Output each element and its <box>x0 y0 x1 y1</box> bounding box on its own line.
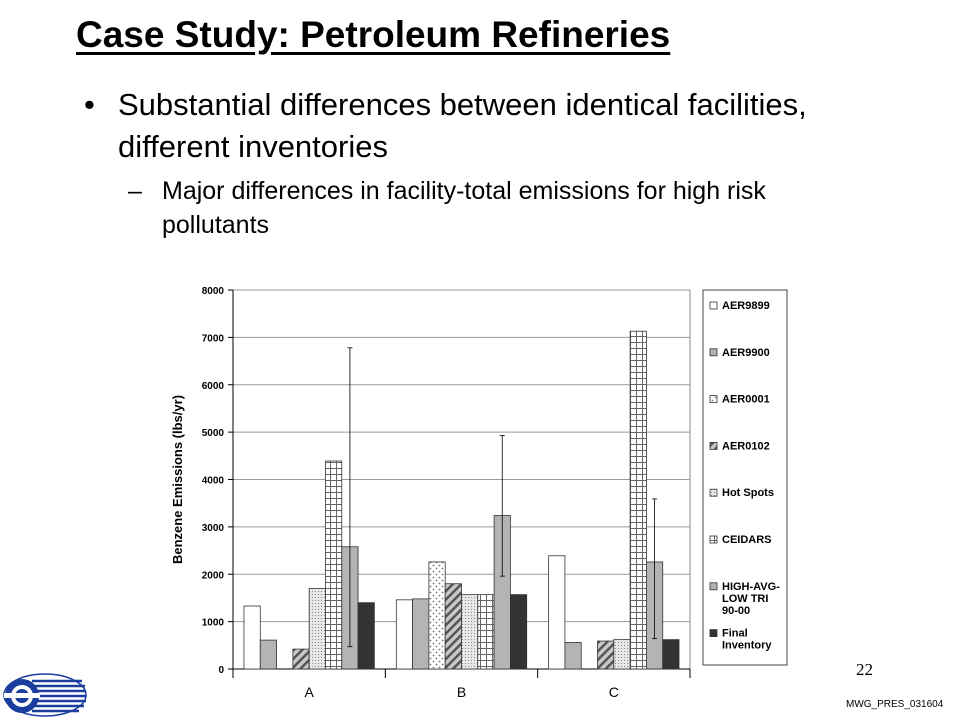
legend-swatch <box>709 535 718 544</box>
legend-label: AER0102 <box>722 440 770 452</box>
bar-aer0102 <box>444 583 462 670</box>
bar-ceidars <box>629 330 647 670</box>
agency-logo-icon <box>3 673 87 717</box>
bar-aer0102 <box>597 640 615 670</box>
legend-label: Hot Spots <box>722 487 774 499</box>
dash-mark: – <box>128 177 142 205</box>
bar-ceidars <box>477 594 495 670</box>
bar-aer9899 <box>548 555 566 670</box>
legend-swatch <box>709 488 718 497</box>
bar-aer0001 <box>428 561 446 670</box>
legend-label: HIGH-AVG-LOW TRI 90-00 <box>722 581 780 617</box>
y-tick-label: 4000 <box>202 476 225 487</box>
bar-aer9899 <box>395 599 413 670</box>
bar-final-inventory <box>662 639 680 670</box>
y-tick-label: 1000 <box>202 618 225 629</box>
bullet-mark: • <box>84 87 95 122</box>
y-tick-label: 0 <box>218 665 224 676</box>
bar-hot-spots <box>308 588 326 670</box>
slide-title: Case Study: Petroleum Refineries <box>76 14 671 55</box>
legend-swatch <box>709 395 718 404</box>
legend-label: CEIDARS <box>722 534 772 546</box>
y-tick-label: 6000 <box>202 381 225 392</box>
bar-hot-spots <box>461 594 479 670</box>
bullet-1-text: Substantial differences between identica… <box>118 87 807 164</box>
x-tick-label: A <box>304 684 314 700</box>
y-axis-label: Benzene Emissions (lbs/yr) <box>170 395 185 564</box>
bar-final-inventory <box>357 602 375 670</box>
bar-aer9899 <box>243 605 261 670</box>
y-tick-label: 8000 <box>202 286 225 297</box>
bar-ceidars <box>325 460 343 670</box>
legend-swatch <box>709 582 718 591</box>
bar-hot-spots <box>613 639 631 670</box>
page-number: 22 <box>856 660 873 679</box>
legend-swatch <box>709 348 718 357</box>
bullet-1-sub-1-text: Major differences in facility-total emis… <box>162 177 766 239</box>
legend-swatch <box>709 441 718 450</box>
footer-code: MWG_PRES_031604 <box>846 699 944 710</box>
y-tick-label: 2000 <box>202 570 225 581</box>
legend-swatch <box>709 301 718 310</box>
y-tick-label: 3000 <box>202 523 225 534</box>
legend-label: AER9899 <box>722 300 770 312</box>
bar-aer0102 <box>292 648 310 670</box>
legend-swatch <box>709 629 718 637</box>
x-tick-label: B <box>457 684 466 700</box>
bar-final-inventory <box>509 594 528 670</box>
legend-label: AER0001 <box>722 394 770 406</box>
x-tick-label: C <box>609 684 619 700</box>
legend-label: Final Inventory <box>722 628 772 652</box>
bar-aer9900 <box>564 642 582 670</box>
y-tick-label: 7000 <box>202 333 225 344</box>
legend-label: AER9900 <box>722 347 770 359</box>
bar-aer9900 <box>412 598 430 670</box>
bar-aer9900 <box>259 639 277 670</box>
y-tick-label: 5000 <box>202 428 225 439</box>
